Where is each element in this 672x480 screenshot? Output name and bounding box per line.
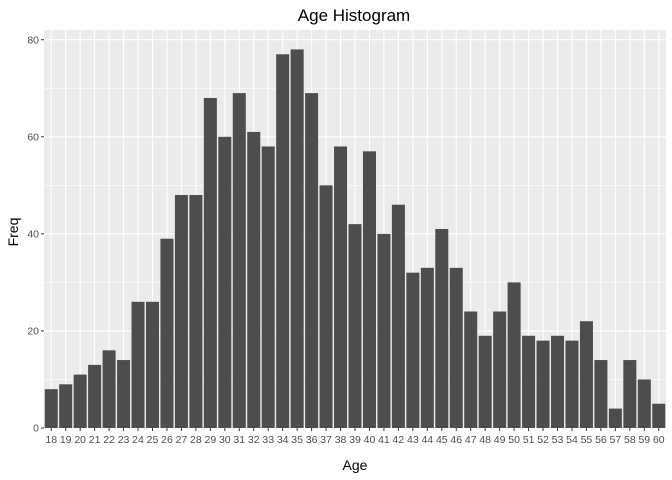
bar-age-30 (218, 136, 232, 428)
bar-age-49 (493, 311, 507, 428)
bar-age-53 (551, 335, 565, 428)
y-axis-title: Freq (5, 218, 21, 247)
x-tick-label: 57 (610, 434, 622, 446)
x-tick-label: 44 (421, 434, 433, 446)
bar-age-23 (117, 360, 131, 428)
bar-age-21 (88, 364, 102, 428)
y-axis: 0 20 40 60 80 (27, 34, 44, 435)
bar-age-41 (377, 233, 391, 428)
bar-age-45 (435, 229, 449, 428)
y-tick-label: 0 (33, 423, 39, 435)
bar-age-27 (174, 195, 188, 428)
x-tick-label: 19 (60, 434, 72, 446)
bar-age-35 (290, 49, 304, 428)
x-tick-label: 53 (552, 434, 564, 446)
bar-age-46 (449, 267, 463, 428)
x-tick-label: 27 (176, 434, 188, 446)
x-tick-label: 24 (132, 434, 144, 446)
x-tick-label: 18 (45, 434, 57, 446)
x-tick-label: 20 (74, 434, 86, 446)
x-tick-label: 41 (378, 434, 390, 446)
x-tick-label: 35 (291, 434, 303, 446)
bar-age-24 (131, 301, 145, 428)
x-tick-label: 38 (335, 434, 347, 446)
bar-age-44 (420, 267, 434, 428)
x-tick-label: 39 (349, 434, 361, 446)
x-tick-label: 60 (653, 434, 665, 446)
bar-age-34 (276, 54, 290, 429)
x-tick-label: 55 (581, 434, 593, 446)
chart-title: Age Histogram (298, 6, 410, 25)
x-tick-label: 31 (233, 434, 245, 446)
bar-age-29 (203, 97, 217, 428)
bar-age-48 (478, 335, 492, 428)
bar-age-40 (362, 151, 376, 428)
bar-age-36 (305, 93, 319, 428)
bar-age-54 (565, 340, 579, 428)
bar-age-37 (319, 185, 333, 428)
x-tick-label: 47 (465, 434, 477, 446)
bar-age-28 (189, 195, 203, 428)
x-tick-label: 33 (262, 434, 274, 446)
bar-age-60 (652, 403, 666, 428)
x-tick-label: 54 (566, 434, 578, 446)
x-tick-label: 49 (494, 434, 506, 446)
x-tick-label: 23 (118, 434, 130, 446)
x-tick-label: 46 (450, 434, 462, 446)
bar-age-52 (536, 340, 550, 428)
bars (44, 49, 666, 429)
x-tick-label: 30 (219, 434, 231, 446)
x-tick-label: 32 (248, 434, 260, 446)
bar-age-25 (145, 301, 159, 428)
x-tick-label: 26 (161, 434, 173, 446)
x-tick-label: 59 (638, 434, 650, 446)
bar-age-50 (507, 282, 521, 428)
bar-age-18 (44, 389, 58, 428)
x-tick-label: 25 (147, 434, 159, 446)
bar-age-22 (102, 350, 116, 428)
y-tick-label: 20 (27, 326, 39, 338)
x-tick-label: 28 (190, 434, 202, 446)
x-tick-label: 42 (393, 434, 405, 446)
bar-age-47 (464, 311, 478, 428)
bar-age-57 (608, 408, 622, 428)
x-tick-label: 43 (407, 434, 419, 446)
bar-age-19 (59, 384, 73, 428)
bar-age-20 (73, 374, 87, 428)
bar-age-56 (594, 360, 608, 428)
y-tick-label: 40 (27, 228, 39, 240)
x-tick-label: 36 (306, 434, 318, 446)
x-tick-label: 56 (595, 434, 607, 446)
y-tick-label: 60 (27, 131, 39, 143)
x-tick-label: 37 (320, 434, 332, 446)
y-tick-label: 80 (27, 34, 39, 46)
x-tick-label: 40 (364, 434, 376, 446)
x-axis: 18 19 20 21 22 23 24 25 26 27 28 29 30 31 32 33 34 35 36 37… (45, 428, 665, 446)
bar-age-38 (334, 146, 348, 429)
bar-age-58 (623, 360, 637, 428)
bar-age-51 (522, 335, 536, 428)
bar-age-33 (261, 146, 275, 429)
bar-age-32 (247, 131, 261, 429)
x-tick-label: 34 (277, 434, 289, 446)
x-tick-label: 51 (523, 434, 535, 446)
x-axis-title: Age (343, 457, 368, 473)
x-tick-label: 52 (537, 434, 549, 446)
bar-age-43 (406, 272, 420, 428)
x-tick-label: 58 (624, 434, 636, 446)
bar-age-31 (232, 93, 246, 428)
bar-age-39 (348, 224, 362, 428)
x-tick-label: 50 (508, 434, 520, 446)
bar-age-59 (637, 379, 651, 428)
x-tick-label: 21 (89, 434, 101, 446)
x-tick-label: 48 (479, 434, 491, 446)
bar-age-55 (579, 321, 593, 428)
bar-age-42 (391, 204, 405, 428)
bar-age-26 (160, 238, 174, 428)
x-tick-label: 22 (103, 434, 115, 446)
x-tick-label: 45 (436, 434, 448, 446)
x-tick-label: 29 (205, 434, 217, 446)
